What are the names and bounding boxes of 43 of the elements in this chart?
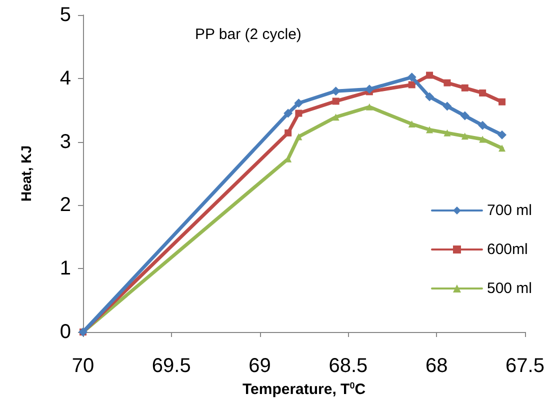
point [498, 130, 507, 140]
point [407, 72, 416, 82]
x-tick-label: 70 [72, 355, 94, 377]
point [295, 133, 302, 140]
point [461, 84, 468, 92]
point [460, 111, 470, 120]
x-tick-label: 67.5 [506, 355, 544, 377]
point [332, 98, 340, 105]
point [479, 89, 486, 96]
point [478, 120, 488, 130]
point [442, 102, 452, 111]
y-tick-label: 2 [60, 194, 71, 216]
y-tick-label: 5 [60, 4, 71, 26]
text: PP bar (2 cycle) [195, 26, 302, 43]
x-tick-label: 69.5 [152, 355, 191, 377]
y-tick-label: 0 [60, 321, 71, 343]
point [426, 72, 434, 79]
point [332, 114, 340, 121]
legend-label: 600ml [486, 241, 528, 258]
point [408, 120, 416, 128]
point [425, 92, 434, 102]
point [284, 129, 292, 136]
y-axis-title: Heat, KJ [18, 145, 34, 202]
y-tick-label: 4 [60, 67, 71, 90]
point [461, 132, 468, 140]
point [444, 129, 451, 136]
x-tick-label: 68 [425, 355, 448, 377]
y-tick-label: 3 [60, 130, 71, 153]
point [295, 110, 302, 117]
point [408, 81, 416, 88]
point [426, 126, 434, 134]
point [444, 79, 451, 86]
point [284, 108, 293, 118]
point [479, 136, 486, 143]
point [294, 98, 304, 108]
point [366, 103, 373, 110]
point [498, 144, 506, 152]
y-tick-label: 1 [60, 258, 71, 280]
x-tick-label: 68.5 [328, 355, 368, 377]
point [498, 98, 506, 106]
legend-label: 500 ml [486, 280, 532, 297]
x-tick-label: 69 [248, 355, 271, 377]
legend-label: 700 ml [486, 202, 532, 219]
